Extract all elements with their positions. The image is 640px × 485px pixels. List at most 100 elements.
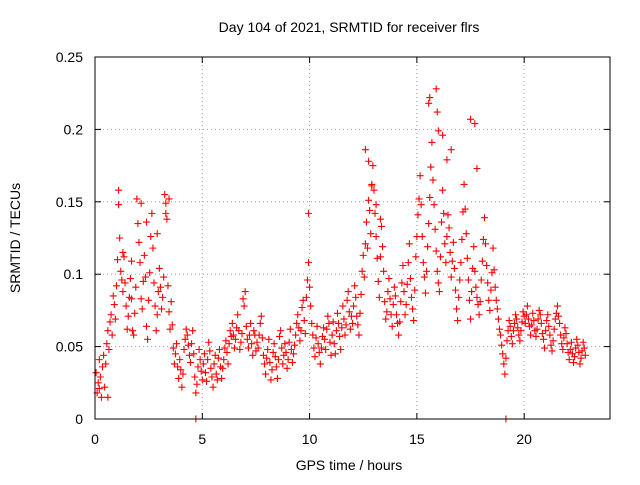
data-point bbox=[406, 275, 414, 283]
data-point bbox=[361, 146, 369, 154]
data-point bbox=[376, 253, 384, 261]
data-point bbox=[327, 351, 335, 359]
data-point bbox=[244, 344, 252, 352]
data-point bbox=[255, 331, 263, 339]
data-point bbox=[562, 330, 570, 338]
data-point bbox=[439, 131, 447, 139]
data-point bbox=[464, 276, 472, 284]
data-point bbox=[100, 351, 108, 359]
data-point bbox=[487, 286, 495, 294]
data-point bbox=[482, 240, 490, 248]
data-point bbox=[272, 363, 280, 371]
data-point bbox=[528, 321, 536, 329]
data-point bbox=[537, 319, 545, 327]
data-point bbox=[132, 283, 140, 291]
data-point bbox=[137, 199, 145, 207]
data-point bbox=[286, 325, 294, 333]
data-point bbox=[518, 318, 526, 326]
data-point bbox=[457, 259, 465, 267]
data-point bbox=[234, 311, 242, 319]
data-point bbox=[257, 312, 265, 320]
data-point bbox=[130, 331, 138, 339]
data-point bbox=[291, 341, 299, 349]
data-point bbox=[214, 354, 222, 362]
data-point bbox=[326, 338, 334, 346]
data-point bbox=[415, 195, 423, 203]
data-point bbox=[389, 301, 397, 309]
data-point bbox=[556, 319, 564, 327]
data-point bbox=[489, 244, 497, 252]
data-point bbox=[119, 248, 127, 256]
data-point bbox=[418, 233, 426, 241]
data-point bbox=[247, 319, 255, 327]
data-point bbox=[186, 359, 194, 367]
data-point bbox=[212, 370, 220, 378]
data-point bbox=[404, 259, 412, 267]
data-point bbox=[120, 253, 128, 261]
data-point bbox=[456, 276, 464, 284]
data-point bbox=[278, 344, 286, 352]
data-point bbox=[254, 344, 262, 352]
data-point bbox=[315, 348, 323, 356]
data-point bbox=[579, 338, 587, 346]
data-point bbox=[230, 344, 238, 352]
data-point bbox=[155, 264, 163, 272]
data-point bbox=[161, 191, 169, 199]
data-point bbox=[553, 302, 561, 310]
data-point bbox=[484, 279, 492, 287]
data-point bbox=[563, 340, 571, 348]
y-tick-label: 0.1 bbox=[64, 266, 84, 282]
data-point bbox=[577, 354, 585, 362]
x-tick-label: 15 bbox=[409, 431, 425, 447]
data-point bbox=[557, 331, 565, 339]
data-point bbox=[551, 315, 559, 323]
data-point bbox=[461, 205, 469, 213]
data-point bbox=[383, 308, 391, 316]
data-point bbox=[154, 288, 162, 296]
data-point bbox=[355, 331, 363, 339]
data-point bbox=[150, 279, 158, 287]
data-point bbox=[450, 264, 458, 272]
data-point bbox=[353, 312, 361, 320]
data-point bbox=[515, 331, 523, 339]
y-tick-label: 0.15 bbox=[56, 194, 83, 210]
data-point bbox=[468, 288, 476, 296]
data-point bbox=[126, 275, 134, 283]
data-point bbox=[140, 251, 148, 259]
data-point bbox=[181, 335, 189, 343]
data-point bbox=[265, 335, 273, 343]
data-point bbox=[448, 257, 456, 265]
x-tick-label: 20 bbox=[516, 431, 532, 447]
data-point bbox=[293, 319, 301, 327]
data-point bbox=[364, 244, 372, 252]
data-point bbox=[311, 353, 319, 361]
plot-frame bbox=[94, 56, 611, 420]
data-point bbox=[443, 156, 451, 164]
data-point bbox=[331, 350, 339, 358]
data-point bbox=[360, 273, 368, 281]
data-point bbox=[281, 340, 289, 348]
data-point bbox=[426, 94, 434, 102]
data-point bbox=[548, 347, 556, 355]
data-point bbox=[455, 293, 463, 301]
data-point bbox=[288, 359, 296, 367]
data-point bbox=[517, 327, 525, 335]
data-point bbox=[166, 325, 174, 333]
data-point bbox=[248, 340, 256, 348]
data-point bbox=[182, 325, 190, 333]
y-tick-label: 0 bbox=[75, 411, 83, 427]
data-point bbox=[356, 309, 364, 317]
data-point bbox=[344, 288, 352, 296]
data-point bbox=[475, 311, 483, 319]
data-point bbox=[194, 363, 202, 371]
data-point bbox=[223, 348, 231, 356]
data-point bbox=[202, 369, 210, 377]
data-point bbox=[384, 288, 392, 296]
data-point bbox=[514, 324, 522, 332]
data-point bbox=[395, 331, 403, 339]
data-point bbox=[436, 253, 444, 261]
data-point bbox=[118, 276, 126, 284]
data-point bbox=[133, 195, 141, 203]
data-point bbox=[499, 350, 507, 358]
